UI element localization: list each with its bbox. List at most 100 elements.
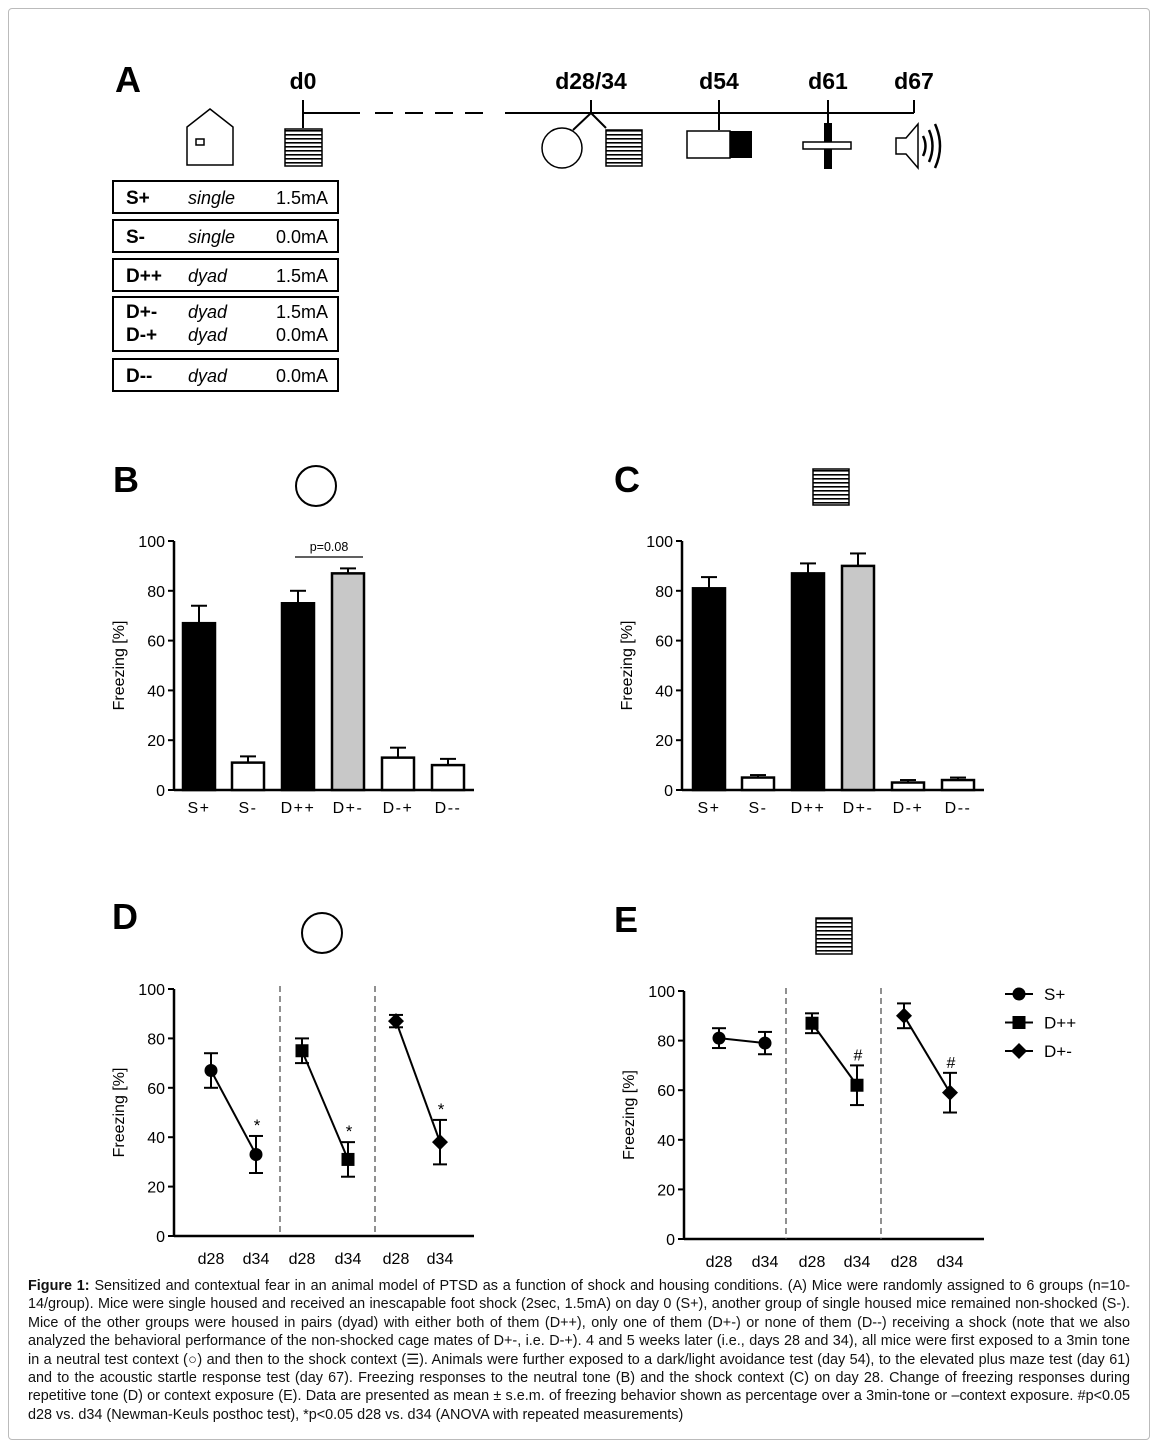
- panel-letter: D: [112, 896, 138, 937]
- data-point: [805, 1016, 819, 1030]
- y-tick-label: 20: [657, 1182, 675, 1199]
- data-point: [249, 1147, 263, 1161]
- bar-group: D+-: [840, 552, 876, 817]
- panel-c: C 0 20 40 60 80 100 Freezing [%] S+ S- D++ D+- D-+ D-…: [614, 459, 984, 817]
- bar-group: D--: [430, 757, 466, 817]
- housing-label: single: [188, 227, 235, 247]
- y-tick-label: 60: [655, 634, 673, 651]
- striped-square-icon: [815, 917, 853, 955]
- y-tick-label: 60: [147, 1081, 165, 1098]
- charts: B 0 20 40 60 80 100 Freezing [%] S+ S- D++ D+- D-+ D-…: [111, 459, 1076, 1271]
- data-point: [341, 1152, 355, 1166]
- circle-icon: [295, 465, 337, 507]
- y-tick-label: 0: [666, 1232, 675, 1249]
- legend-item: D+-: [1005, 1042, 1072, 1061]
- y-tick-label: 100: [646, 534, 673, 551]
- timepoint-label: d0: [290, 68, 317, 94]
- data-point: [204, 1064, 218, 1078]
- data-point: [896, 1007, 912, 1024]
- x-tick-label: d28: [198, 1251, 225, 1268]
- shock-context-icon: [284, 128, 323, 167]
- y-axis-label: Freezing [%]: [621, 1070, 638, 1160]
- y-tick-label: 20: [147, 1180, 165, 1197]
- y-tick-label: 0: [156, 783, 165, 800]
- panel-letter: A: [115, 59, 141, 100]
- significance-marker: *: [438, 1100, 445, 1119]
- bar: [940, 778, 976, 792]
- shock-label: 0.0mA: [276, 325, 328, 345]
- y-tick-label: 20: [147, 733, 165, 750]
- x-tick-label: d28: [383, 1251, 410, 1268]
- group-name: D-+: [126, 325, 157, 346]
- timepoint-label: d54: [699, 68, 739, 94]
- significance-marker: *: [346, 1122, 353, 1141]
- y-tick-label: 80: [657, 1034, 675, 1051]
- bar: [181, 621, 217, 792]
- timepoint-label: d61: [808, 68, 848, 94]
- data-point: [295, 1044, 309, 1058]
- bar: [280, 602, 316, 792]
- series-D++: d28 d34 *: [289, 1037, 362, 1268]
- y-tick-label: 80: [655, 584, 673, 601]
- x-tick-label: S-: [239, 800, 258, 817]
- y-axis-label: Freezing [%]: [111, 621, 128, 711]
- group-box-border: [112, 258, 339, 292]
- data-point: [712, 1031, 726, 1045]
- series-D+-: d28 d34 #: [891, 1002, 964, 1271]
- panel-letter: B: [113, 459, 139, 500]
- figure-caption: Figure 1: Sensitized and contextual fear…: [28, 1277, 1130, 1424]
- series-S+: d28 d34: [706, 1027, 779, 1271]
- x-tick-label: D-+: [383, 800, 414, 817]
- series-line: [718, 1037, 766, 1045]
- y-tick-label: 0: [664, 783, 673, 800]
- housing-label: dyad: [188, 325, 228, 345]
- x-tick-label: d28: [706, 1254, 733, 1271]
- series-D+-: d28 d34 *: [383, 1013, 454, 1268]
- p-value-annotation: p=0.08: [310, 540, 349, 554]
- x-tick-label: d34: [752, 1254, 779, 1271]
- bar: [380, 756, 416, 792]
- y-tick-label: 100: [648, 984, 675, 1001]
- group-box: S+ single 1.5mA: [112, 180, 339, 214]
- data-point: [758, 1036, 772, 1050]
- bar: [230, 761, 266, 792]
- x-tick-label: d34: [335, 1251, 362, 1268]
- x-tick-label: D++: [281, 800, 316, 817]
- timeline: [302, 100, 915, 131]
- legend-marker: [1012, 1016, 1026, 1029]
- series-line: [301, 1050, 349, 1160]
- housing-label: dyad: [188, 266, 228, 286]
- bar: [840, 564, 876, 792]
- shock-context-icon: [605, 129, 643, 167]
- bar-group: D-+: [380, 746, 416, 817]
- home-cage-icon: [186, 108, 234, 166]
- y-tick-label: 40: [655, 683, 673, 700]
- series-line: [210, 1070, 257, 1155]
- bar-group: D++: [280, 589, 316, 817]
- striped-square-icon: [812, 468, 850, 506]
- bar: [790, 572, 826, 792]
- shock-label: 0.0mA: [276, 366, 328, 386]
- series-D++: d28 d34 #: [799, 1012, 871, 1271]
- bar-group: S-: [230, 755, 266, 817]
- group-box: D-- dyad 0.0mA: [112, 358, 339, 392]
- legend-marker: [1011, 1043, 1027, 1059]
- y-tick-label: 60: [657, 1083, 675, 1100]
- y-axis-label: Freezing [%]: [111, 1068, 128, 1158]
- caption-text: Sensitized and contextual fear in an ani…: [28, 1278, 1130, 1423]
- significance-marker: #: [947, 1055, 956, 1072]
- bar-group: D--: [940, 776, 976, 817]
- series-line: [903, 1015, 951, 1094]
- x-tick-label: S+: [697, 800, 720, 817]
- x-tick-label: d34: [427, 1251, 454, 1268]
- bar: [330, 572, 366, 792]
- speaker-icon: [895, 121, 942, 171]
- bar-group: S+: [181, 604, 217, 817]
- bar-group: D++: [790, 562, 826, 817]
- panel-b: B 0 20 40 60 80 100 Freezing [%] S+ S- D++ D+- D-+ D-…: [111, 459, 474, 817]
- x-tick-label: D--: [945, 800, 972, 817]
- x-tick-label: d34: [937, 1254, 964, 1271]
- shock-label: 1.5mA: [276, 188, 328, 208]
- x-tick-label: d34: [844, 1254, 871, 1271]
